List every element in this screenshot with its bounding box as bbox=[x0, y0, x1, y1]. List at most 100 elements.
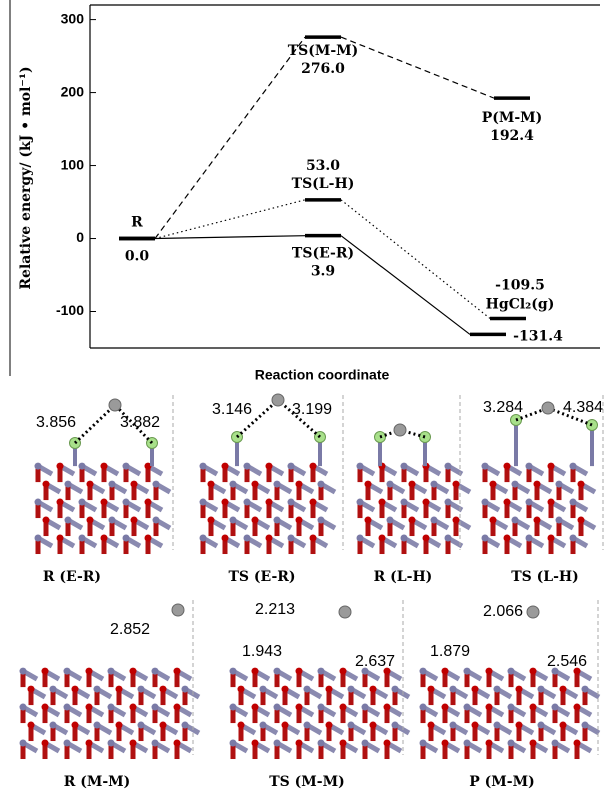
atom bbox=[423, 499, 430, 506]
atom bbox=[304, 722, 311, 729]
atom bbox=[35, 499, 42, 506]
atom bbox=[282, 686, 289, 693]
atom bbox=[304, 686, 311, 693]
atom bbox=[65, 517, 72, 524]
atom bbox=[450, 722, 457, 729]
structure-label: R (L-H) bbox=[374, 569, 433, 585]
atom bbox=[87, 517, 94, 524]
atom bbox=[560, 686, 567, 693]
atom bbox=[50, 686, 57, 693]
atom bbox=[365, 481, 372, 488]
atom bbox=[86, 704, 93, 711]
atom bbox=[392, 686, 399, 693]
atom bbox=[508, 704, 515, 711]
structure-label: TS (M-M) bbox=[269, 774, 344, 790]
atom bbox=[43, 517, 50, 524]
atom bbox=[252, 481, 259, 488]
atom bbox=[130, 740, 137, 747]
atom bbox=[86, 740, 93, 747]
atom bbox=[296, 517, 303, 524]
atom bbox=[310, 463, 317, 470]
hg-atom bbox=[272, 394, 284, 406]
atom bbox=[490, 517, 497, 524]
atom bbox=[35, 535, 42, 542]
atom bbox=[208, 517, 215, 524]
atom bbox=[482, 535, 489, 542]
atom bbox=[260, 722, 267, 729]
value-label: 276.0 bbox=[301, 61, 345, 77]
atom bbox=[266, 535, 273, 542]
atom bbox=[79, 463, 86, 470]
distance-label: 3.856 bbox=[36, 414, 76, 431]
atom bbox=[582, 686, 589, 693]
atom bbox=[482, 463, 489, 470]
atom bbox=[423, 535, 430, 542]
distance-label: 3.284 bbox=[483, 399, 523, 416]
structure-panel bbox=[482, 395, 604, 554]
atom bbox=[86, 668, 93, 675]
atom bbox=[296, 740, 303, 747]
atom bbox=[472, 722, 479, 729]
atom bbox=[379, 535, 386, 542]
atom bbox=[570, 499, 577, 506]
atom bbox=[526, 463, 533, 470]
atom bbox=[464, 740, 471, 747]
atom bbox=[252, 517, 259, 524]
atom bbox=[252, 740, 259, 747]
atom bbox=[504, 535, 511, 542]
atom bbox=[548, 463, 555, 470]
atom bbox=[428, 686, 435, 693]
atom bbox=[20, 668, 27, 675]
atom bbox=[570, 463, 577, 470]
atom bbox=[64, 740, 71, 747]
atom bbox=[445, 535, 452, 542]
atom bbox=[230, 481, 237, 488]
distance-label: 2.546 bbox=[547, 653, 587, 670]
structure-panel bbox=[420, 600, 600, 759]
atom bbox=[138, 686, 145, 693]
atom bbox=[57, 499, 64, 506]
atom bbox=[486, 704, 493, 711]
atom bbox=[222, 535, 229, 542]
atom bbox=[35, 463, 42, 470]
atom bbox=[238, 686, 245, 693]
atom bbox=[260, 686, 267, 693]
atom bbox=[362, 740, 369, 747]
atom bbox=[387, 481, 394, 488]
atom bbox=[94, 686, 101, 693]
atom bbox=[79, 499, 86, 506]
atom bbox=[230, 704, 237, 711]
atom bbox=[387, 517, 394, 524]
atom bbox=[109, 517, 116, 524]
atom bbox=[160, 722, 167, 729]
atom bbox=[409, 517, 416, 524]
atom bbox=[65, 481, 72, 488]
atom bbox=[182, 686, 189, 693]
atom bbox=[340, 740, 347, 747]
structure-label: TS (L-H) bbox=[511, 569, 579, 585]
structure-panel bbox=[230, 600, 410, 759]
atom bbox=[526, 499, 533, 506]
atom bbox=[208, 481, 215, 488]
atom bbox=[288, 499, 295, 506]
hg-atom bbox=[172, 604, 184, 616]
atom bbox=[138, 722, 145, 729]
atom bbox=[578, 481, 585, 488]
atom bbox=[428, 722, 435, 729]
atom bbox=[453, 517, 460, 524]
atom bbox=[494, 686, 501, 693]
atom bbox=[274, 517, 281, 524]
atom bbox=[274, 481, 281, 488]
atom bbox=[20, 740, 27, 747]
atom bbox=[222, 463, 229, 470]
atom bbox=[72, 722, 79, 729]
atom bbox=[244, 463, 251, 470]
atom bbox=[370, 722, 377, 729]
atom bbox=[57, 463, 64, 470]
atom bbox=[420, 668, 427, 675]
y-tick-label: 300 bbox=[61, 10, 85, 26]
atom bbox=[560, 722, 567, 729]
atom bbox=[384, 740, 391, 747]
atom bbox=[326, 722, 333, 729]
atom bbox=[244, 499, 251, 506]
